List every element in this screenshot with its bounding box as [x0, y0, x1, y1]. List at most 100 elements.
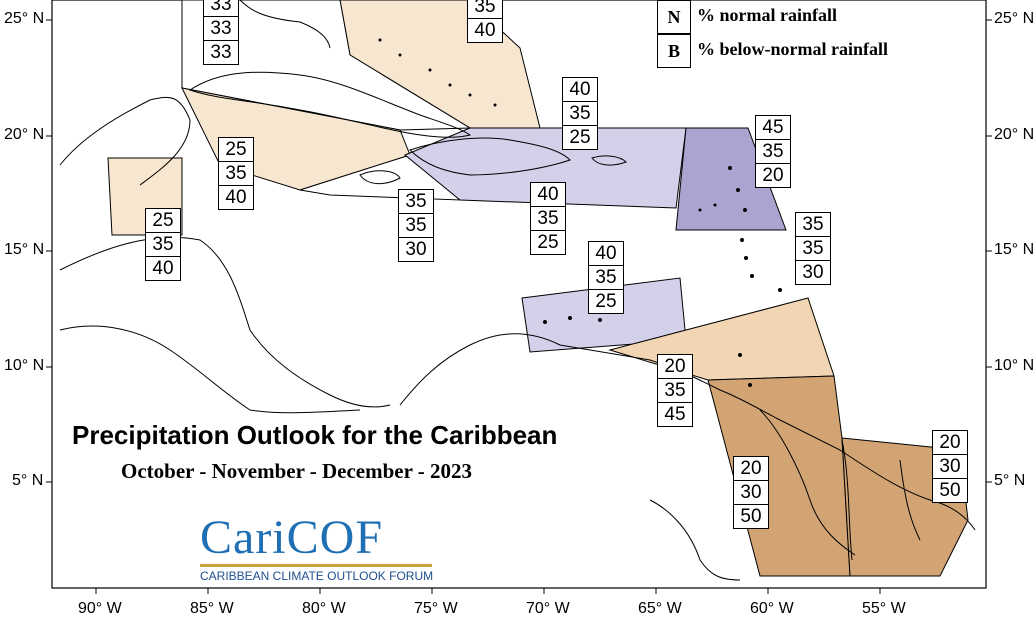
prob-value: 30	[796, 260, 830, 284]
prob-value: 35	[146, 232, 180, 256]
florida-coast	[239, 0, 331, 49]
logo-underline	[200, 564, 432, 567]
map-title: Precipitation Outlook for the Caribbean	[72, 420, 558, 450]
guyana-border	[759, 409, 856, 556]
colombia-venezuela-coast	[399, 333, 976, 531]
prob-box-dr-south: 40 35 25	[530, 182, 566, 255]
lat-label-5-left: 5° N	[12, 472, 44, 489]
axis-ticks	[46, 19, 992, 594]
prob-value: 25	[563, 125, 597, 149]
prob-box-jamaica: 35 35 30	[398, 189, 434, 262]
coastlines	[59, 0, 976, 581]
lon-label-75: 75° W	[414, 600, 458, 617]
logo-tagline: CARIBBEAN CLIMATE OUTLOOK FORUM	[200, 569, 434, 583]
prob-value: 35	[399, 213, 433, 237]
caricof-logo: CariCOF CARIBBEAN CLIMATE OUTLOOK FORUM	[200, 514, 433, 583]
south-america-interior	[649, 499, 741, 581]
lon-label-60: 60° W	[750, 600, 794, 617]
cuba-coast	[188, 71, 472, 138]
lon-label-70: 70° W	[526, 600, 570, 617]
prob-value: 35	[796, 236, 830, 260]
lat-label-20-right: 20° N	[994, 126, 1035, 143]
lat-label-15-right: 15° N	[994, 241, 1035, 258]
prob-value: 40	[537, 184, 559, 205]
prob-box-cuba-west: 25 35 40	[218, 137, 254, 210]
forecast-zones	[107, 0, 969, 577]
prob-value: 25	[152, 210, 174, 231]
prob-value: 40	[219, 185, 253, 209]
prob-value: 35	[589, 265, 623, 289]
prob-value: 20	[740, 458, 762, 479]
prob-box-abc: 40 35 25	[588, 241, 624, 314]
lon-label-85: 85° W	[190, 600, 234, 617]
lon-label-80: 80° W	[302, 600, 346, 617]
lat-label-25-left: 25° N	[4, 10, 45, 27]
prob-value: 35	[219, 161, 253, 185]
prob-value: 40	[569, 79, 591, 100]
prob-value: 20	[664, 356, 686, 377]
prob-value: 35	[531, 206, 565, 230]
prob-value: 35	[802, 214, 824, 235]
prob-box-hispaniola: 40 35 25	[562, 77, 598, 150]
legend-text-below: % below-normal rainfall	[697, 39, 888, 59]
prob-value: 30	[734, 480, 768, 504]
jamaica-coast	[359, 170, 401, 185]
lat-label-20-left: 20° N	[4, 126, 45, 143]
suriname-border	[841, 439, 853, 561]
prob-value: 30	[933, 454, 967, 478]
prob-value: 50	[933, 478, 967, 502]
legend-key-below: B	[657, 34, 691, 68]
prob-value: 33	[210, 0, 232, 15]
lat-label-15-left: 15° N	[4, 241, 45, 258]
lon-label-55: 55° W	[862, 600, 906, 617]
prob-value: 35	[405, 191, 427, 212]
prob-value: 40	[468, 18, 502, 42]
hispaniola-coast	[409, 137, 571, 176]
prob-box-windward: 35 35 30	[795, 212, 831, 285]
prob-value: 35	[474, 0, 496, 17]
lat-label-10-left: 10° N	[4, 357, 45, 374]
prob-box-belize: 25 35 40	[145, 208, 181, 281]
prob-value: 20	[756, 163, 790, 187]
prob-value: 40	[595, 243, 617, 264]
prob-value: 25	[531, 230, 565, 254]
puerto-rico-coast	[591, 155, 627, 166]
logo-wordmark: CariCOF	[200, 511, 384, 564]
prob-value: 25	[225, 139, 247, 160]
prob-value: 30	[399, 237, 433, 261]
prob-value: 20	[939, 432, 961, 453]
prob-box-guyana: 20 30 50	[733, 456, 769, 529]
legend-key-normal: N	[657, 0, 691, 34]
prob-box-trinidad: 20 35 45	[657, 354, 693, 427]
map-frame	[51, 0, 987, 589]
lat-label-10-right: 10° N	[994, 357, 1035, 374]
zone-guyana	[707, 375, 851, 577]
prob-box-bahamas-east: 35 40	[467, 0, 503, 43]
prob-value: 33	[204, 16, 238, 40]
prob-value: 45	[658, 402, 692, 426]
prob-value: 33	[204, 40, 238, 64]
zone-leeward	[675, 127, 787, 231]
prob-value: 35	[658, 378, 692, 402]
prob-box-french-guiana: 20 30 50	[932, 430, 968, 503]
prob-value: 50	[734, 504, 768, 528]
prob-value: 40	[146, 256, 180, 280]
prob-value: 25	[589, 289, 623, 313]
prob-box-leeward: 45 35 20	[755, 115, 791, 188]
lon-label-90: 90° W	[78, 600, 122, 617]
prob-value: 35	[756, 139, 790, 163]
central-america-coast	[59, 236, 391, 408]
island-dots	[378, 38, 782, 387]
legend-text-normal: % normal rainfall	[697, 5, 837, 25]
lat-label-25-right: 25° N	[994, 10, 1035, 27]
prob-value: 35	[563, 101, 597, 125]
frenchguiana-border	[899, 459, 921, 541]
yucatan-coast	[59, 97, 191, 186]
prob-box-bahamas-north: 33 33 33	[203, 0, 239, 65]
map-subtitle: October - November - December - 2023	[121, 459, 473, 483]
prob-value: 45	[762, 117, 784, 138]
lon-label-65: 65° W	[638, 600, 682, 617]
lat-label-5-right: 5° N	[994, 472, 1026, 489]
central-america-pacific	[59, 325, 361, 414]
